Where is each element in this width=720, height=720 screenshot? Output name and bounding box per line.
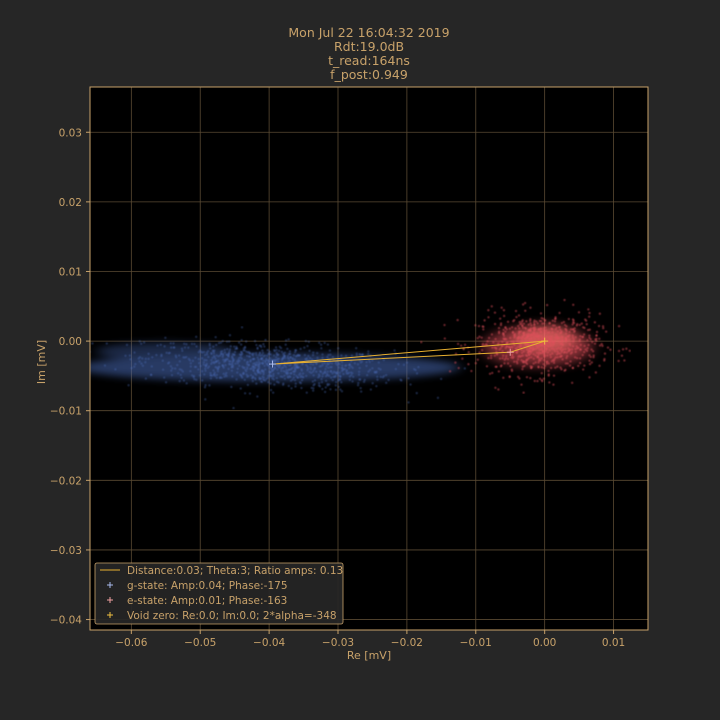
x-tick-label: −0.04 bbox=[253, 637, 285, 649]
state-markers bbox=[269, 337, 549, 368]
void-zero-marker bbox=[541, 337, 549, 345]
connection-lines bbox=[272, 340, 545, 365]
legend-label: Distance:0.03; Theta:3; Ratio amps: 0.13 bbox=[127, 565, 343, 577]
chart-title: Mon Jul 22 16:04:32 2019 Rdt:19.0dB t_re… bbox=[0, 26, 720, 82]
data-clouds bbox=[90, 298, 631, 410]
legend-label: e-state: Amp:0.01; Phase:-163 bbox=[127, 595, 287, 607]
y-tick-label: 0.03 bbox=[59, 127, 82, 139]
g-state-marker bbox=[269, 360, 277, 368]
title-t-read: t_read:164ns bbox=[328, 53, 410, 68]
legend-label: g-state: Amp:0.04; Phase:-175 bbox=[127, 580, 288, 592]
distance-line bbox=[272, 340, 545, 365]
g-cloud-speckle bbox=[90, 326, 467, 410]
y-axis-ticks: 0.03 0.02 0.01 0.00 −0.01 −0.02 −0.03 −0.04 bbox=[50, 127, 90, 627]
x-axis-ticks: −0.06 −0.05 −0.04 −0.03 −0.02 −0.01 0.00 0.01 bbox=[115, 630, 625, 649]
legend-g-swatch bbox=[107, 582, 113, 588]
x-axis-label: Re [mV] bbox=[347, 649, 391, 662]
x-tick-label: 0.01 bbox=[602, 637, 625, 649]
y-tick-label: 0.00 bbox=[59, 336, 82, 348]
y-tick-label: −0.01 bbox=[50, 406, 82, 418]
plot-frame bbox=[89, 86, 649, 631]
legend-void-swatch bbox=[107, 612, 113, 618]
y-tick-label: −0.02 bbox=[50, 475, 82, 487]
y-tick-label: 0.01 bbox=[59, 266, 82, 278]
title-f-post: f_post:0.949 bbox=[330, 67, 408, 82]
legend-box bbox=[94, 562, 344, 625]
legend: Distance:0.03; Theta:3; Ratio amps: 0.13… bbox=[94, 562, 344, 625]
x-tick-label: −0.03 bbox=[322, 637, 354, 649]
y-tick-label: −0.04 bbox=[50, 615, 82, 627]
title-timestamp: Mon Jul 22 16:04:32 2019 bbox=[288, 25, 450, 40]
x-tick-label: 0.00 bbox=[533, 637, 556, 649]
e-cloud-speckle bbox=[420, 298, 631, 394]
x-tick-label: −0.06 bbox=[115, 637, 147, 649]
legend-label: Void zero: Re:0.0; Im:0.0; 2*alpha=-348 bbox=[127, 610, 337, 622]
legend-e-swatch bbox=[107, 597, 113, 603]
x-tick-label: −0.05 bbox=[184, 637, 216, 649]
y-axis-label: Im [mV] bbox=[35, 340, 48, 384]
title-rdt: Rdt:19.0dB bbox=[333, 39, 405, 54]
x-tick-label: −0.02 bbox=[391, 637, 423, 649]
y-tick-label: −0.03 bbox=[50, 545, 82, 557]
x-tick-label: −0.01 bbox=[460, 637, 492, 649]
e-state-marker bbox=[506, 348, 514, 356]
y-tick-label: 0.02 bbox=[59, 197, 82, 209]
